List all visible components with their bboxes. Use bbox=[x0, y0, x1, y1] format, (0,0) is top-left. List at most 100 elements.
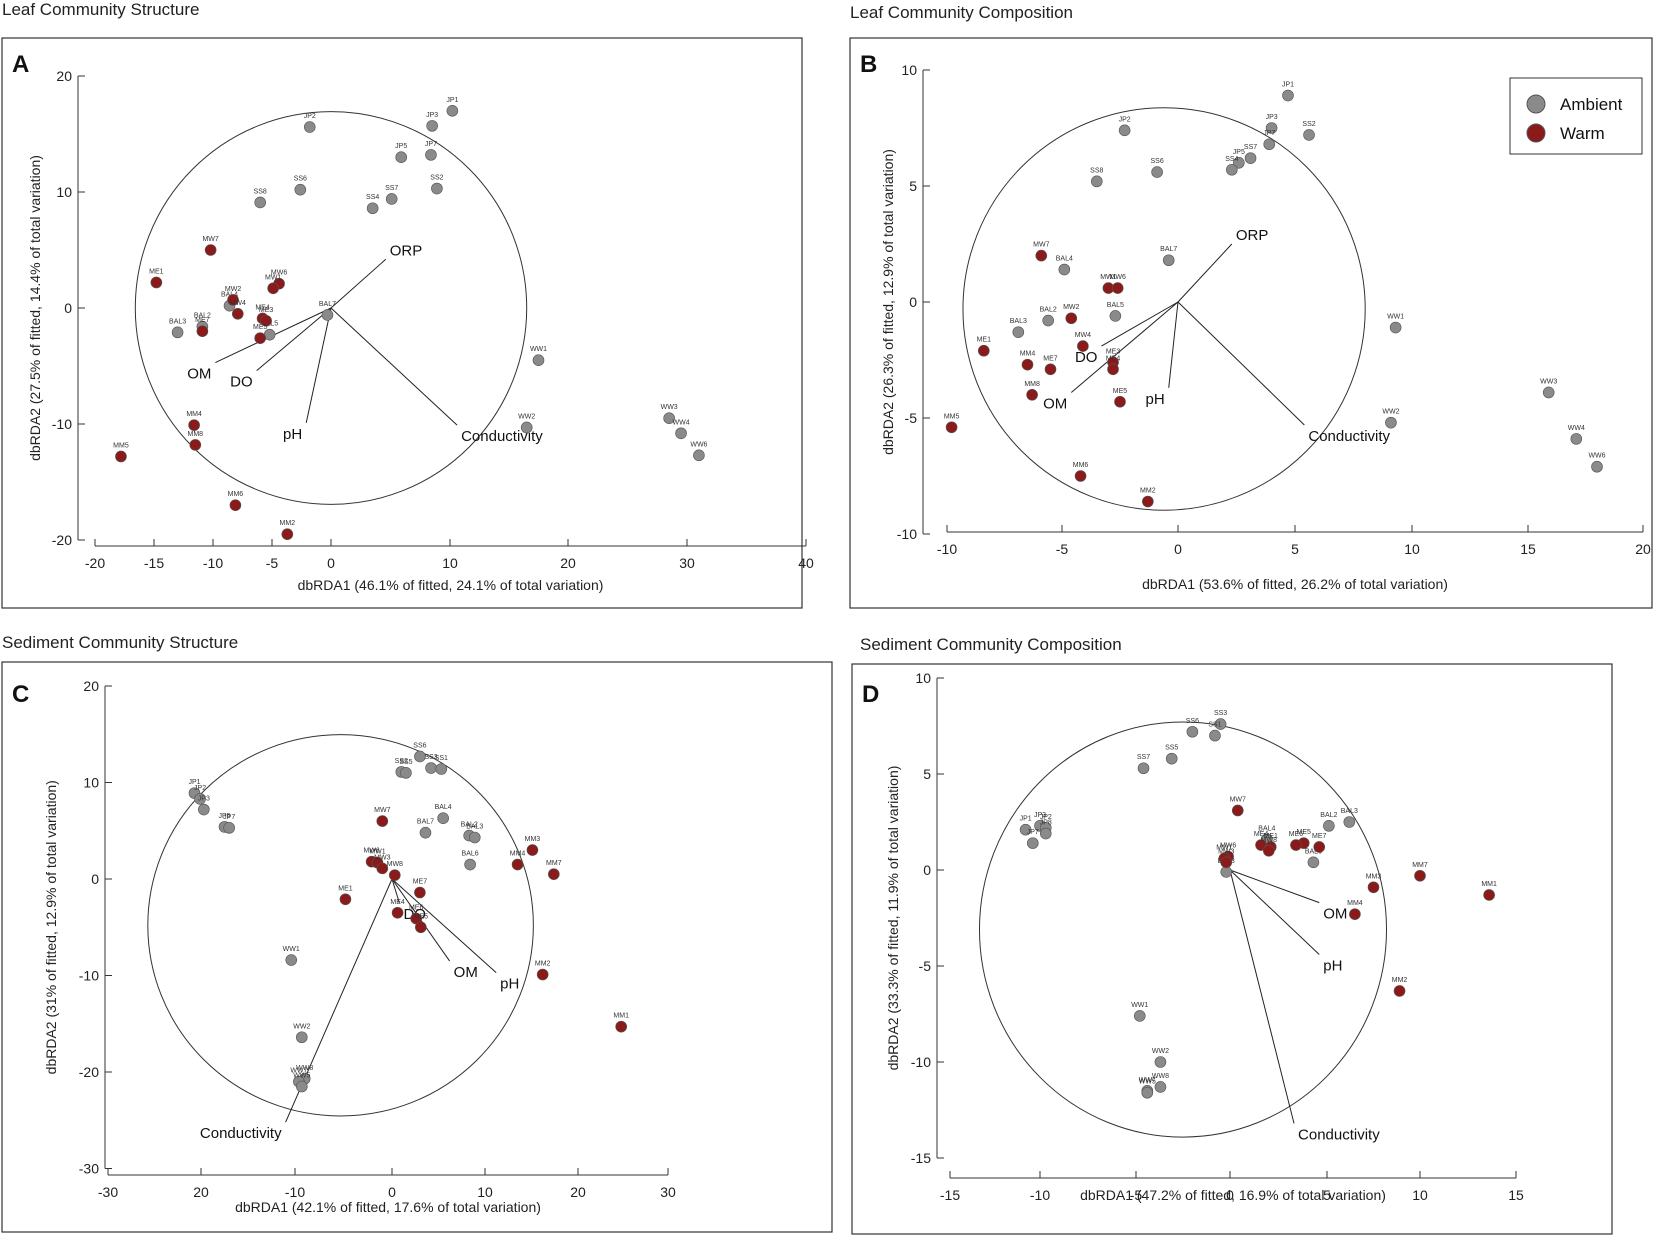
point-label: MM5 bbox=[944, 413, 960, 420]
point-label: WW3 bbox=[661, 404, 678, 411]
point-ambient bbox=[1385, 416, 1397, 429]
point-ambient bbox=[1343, 816, 1356, 828]
panel-a: A -20 -15 -10 -5 0 10 20 30 40 -20 -10 0 10 20 dbRDA1 (… bbox=[1, 37, 814, 609]
point-warm bbox=[1035, 249, 1048, 262]
x-tick-label: 10 bbox=[477, 1184, 493, 1200]
panel-b-border bbox=[849, 37, 1653, 609]
point-label: JP2 bbox=[1119, 116, 1131, 123]
y-tick-label: 5 bbox=[909, 178, 917, 194]
point-label: MW8 bbox=[1261, 837, 1277, 844]
panel-a-correlation-circle bbox=[134, 111, 528, 505]
x-tick-label: -10 bbox=[1030, 1187, 1050, 1203]
panel-c-x-axis-label: dbRDA1 (42.1% of fitted, 17.6% of total … bbox=[235, 1199, 541, 1215]
y-tick-label: 5 bbox=[923, 766, 931, 782]
y-tick-label: -10 bbox=[52, 416, 72, 432]
point-ambient bbox=[693, 449, 705, 462]
point-ambient bbox=[1209, 729, 1221, 742]
point-label: SS3 bbox=[424, 754, 437, 761]
x-tick-label: -15 bbox=[144, 555, 164, 571]
point-warm bbox=[615, 1020, 628, 1033]
point-label: ME3 bbox=[1106, 348, 1121, 355]
point-label: JP7 bbox=[1027, 829, 1039, 836]
point-label: WW6 bbox=[1588, 453, 1605, 460]
point-warm bbox=[548, 868, 560, 880]
point-label: WW1 bbox=[1387, 314, 1404, 321]
point-warm bbox=[339, 893, 352, 906]
point-ambient bbox=[1012, 326, 1025, 338]
x-tick-label: 5 bbox=[1323, 1187, 1331, 1203]
point-warm bbox=[1111, 282, 1124, 294]
point-label: JP5 bbox=[1233, 149, 1245, 156]
vector-om bbox=[1070, 301, 1179, 393]
point-label: SS2 bbox=[430, 175, 443, 182]
point-label: ME3 bbox=[259, 307, 274, 314]
point-label: MW6 bbox=[271, 270, 287, 277]
x-tick-label: -5 bbox=[1130, 1187, 1143, 1203]
point-ambient bbox=[1154, 1056, 1167, 1068]
point-ambient bbox=[1137, 762, 1150, 775]
point-label: MM1 bbox=[613, 1013, 629, 1020]
point-warm bbox=[1313, 841, 1326, 853]
point-label: ME5 bbox=[253, 324, 268, 331]
point-warm bbox=[945, 421, 958, 434]
point-label: BAL7 bbox=[417, 819, 434, 826]
x-tick-label: 15 bbox=[1520, 541, 1536, 557]
vector-conductivity bbox=[330, 307, 458, 426]
point-ambient bbox=[532, 354, 545, 367]
point-label: WW5 bbox=[1139, 1079, 1156, 1086]
point-label: WW4 bbox=[672, 419, 689, 426]
point-label: WW2 bbox=[1152, 1048, 1169, 1055]
point-warm bbox=[204, 244, 217, 256]
point-label: JP2 bbox=[304, 113, 316, 120]
point-warm bbox=[1074, 470, 1087, 482]
point-ambient bbox=[1154, 1081, 1167, 1093]
panel-a-title: Leaf Community Structure bbox=[2, 0, 200, 19]
legend-warm-label: Warm bbox=[1560, 124, 1605, 143]
point-ambient bbox=[1233, 157, 1245, 169]
x-tick-label: -5 bbox=[266, 555, 279, 571]
panel-b: B -10 -5 0 5 10 15 20 -10 -5 0 5 10 dbRDA1 (53.6% of … bbox=[849, 37, 1653, 609]
panel-b-title: Leaf Community Composition bbox=[850, 3, 1073, 22]
y-tick-label: 20 bbox=[83, 678, 99, 694]
point-warm bbox=[1142, 495, 1154, 508]
point-label: JP1 bbox=[1020, 816, 1032, 823]
point-warm bbox=[1021, 358, 1034, 371]
point-label: BAL3 bbox=[169, 318, 186, 325]
point-label: SS5 bbox=[1165, 745, 1178, 752]
point-warm bbox=[1263, 844, 1275, 857]
y-tick-label: -5 bbox=[905, 410, 918, 426]
x-tick-label: -10 bbox=[203, 555, 223, 571]
point-ambient bbox=[294, 183, 307, 196]
point-label: MM8 bbox=[1024, 381, 1040, 388]
x-tick-label: 0 bbox=[388, 1184, 396, 1200]
vector-label-ph: pH bbox=[1146, 391, 1165, 408]
point-warm bbox=[511, 858, 524, 871]
point-label: JP3 bbox=[1034, 812, 1046, 819]
panel-d-letter: D bbox=[862, 681, 879, 708]
point-label: JP7 bbox=[1263, 130, 1275, 137]
point-label: MM4 bbox=[510, 851, 526, 858]
x-tick-label: 10 bbox=[1404, 541, 1420, 557]
vector-label-ph: pH bbox=[500, 976, 519, 993]
point-label: JP3 bbox=[1266, 114, 1278, 121]
panel-c-y-axis-label: dbRDA2 (31% of fitted, 12.9% of total va… bbox=[43, 780, 59, 1074]
point-ambient bbox=[1042, 314, 1054, 327]
point-label: MM4 bbox=[186, 411, 202, 418]
legend-ambient-label: Ambient bbox=[1560, 95, 1623, 114]
point-ambient bbox=[464, 858, 476, 871]
point-label: MW1 bbox=[369, 849, 385, 856]
point-label: WW5 bbox=[293, 1072, 310, 1079]
y-tick-label: -10 bbox=[897, 526, 917, 542]
point-ambient bbox=[1591, 460, 1603, 473]
point-label: SS8 bbox=[254, 188, 267, 195]
point-ambient bbox=[1109, 310, 1122, 322]
panel-c-border bbox=[1, 661, 833, 1233]
y-tick-label: 10 bbox=[915, 670, 931, 686]
panel-b-x-axis-label: dbRDA1 (53.6% of fitted, 26.2% of total … bbox=[1142, 576, 1448, 592]
point-label: MM2 bbox=[1140, 488, 1156, 495]
panel-d-border bbox=[851, 663, 1613, 1235]
point-label: ME1 bbox=[338, 885, 353, 892]
point-label: JP7 bbox=[425, 141, 437, 148]
point-label: MW7 bbox=[202, 236, 218, 243]
point-warm bbox=[1114, 395, 1126, 408]
